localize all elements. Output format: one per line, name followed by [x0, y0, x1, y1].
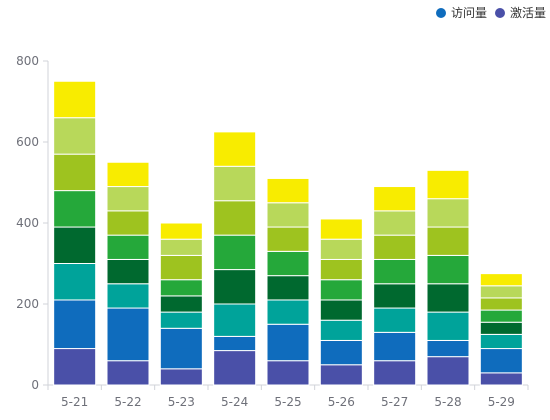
bar-segment[interactable] — [159, 254, 203, 281]
x-tick-label: 5-24 — [221, 395, 248, 409]
bar-segment[interactable] — [426, 254, 470, 285]
bar-segment[interactable] — [53, 226, 97, 265]
bar-segment[interactable] — [106, 258, 150, 285]
y-tick-label: 400 — [16, 216, 39, 230]
bar-segment[interactable] — [373, 234, 417, 260]
legend-item-activations[interactable]: 激活量 — [494, 4, 546, 21]
x-tick-label: 5-27 — [381, 395, 408, 409]
y-tick-label: 800 — [16, 54, 39, 68]
bar-segment[interactable] — [106, 186, 150, 212]
bar-segment[interactable] — [479, 372, 523, 386]
x-tick-label: 5-23 — [168, 395, 195, 409]
bar-segment[interactable] — [479, 321, 523, 335]
bar-segment[interactable] — [373, 258, 417, 285]
bar-segment[interactable] — [106, 210, 150, 236]
bar-segment[interactable] — [53, 190, 97, 228]
bar-segment[interactable] — [53, 117, 97, 155]
bar-segment[interactable] — [106, 161, 150, 188]
bar-segment[interactable] — [159, 311, 203, 329]
bar-segment[interactable] — [266, 275, 310, 301]
legend-label-visits: 访问量 — [450, 6, 487, 20]
bar-segment[interactable] — [53, 80, 97, 119]
bar-segment[interactable] — [213, 269, 257, 305]
bar-segment[interactable] — [319, 258, 363, 281]
bar-segment[interactable] — [213, 303, 257, 337]
bar-segment[interactable] — [213, 200, 257, 236]
x-tick-label: 5-21 — [61, 395, 88, 409]
bar-segment[interactable] — [373, 210, 417, 236]
bar-segment[interactable] — [213, 335, 257, 352]
bar-segment[interactable] — [159, 222, 203, 240]
legend-dot-icon — [494, 7, 505, 18]
bar-segment[interactable] — [426, 283, 470, 313]
bar-segment[interactable] — [106, 360, 150, 386]
bar-segment[interactable] — [266, 323, 310, 362]
bar-segment[interactable] — [159, 368, 203, 386]
bar-segment[interactable] — [479, 285, 523, 299]
bar-segment[interactable] — [479, 273, 523, 287]
x-tick-label: 5-29 — [488, 395, 515, 409]
bar-segment[interactable] — [319, 319, 363, 341]
bar-segment[interactable] — [426, 339, 470, 358]
x-tick-label: 5-25 — [274, 395, 301, 409]
bar-segment[interactable] — [319, 238, 363, 260]
legend-item-visits[interactable]: 访问量 — [435, 4, 487, 21]
bar-segment[interactable] — [53, 263, 97, 301]
y-tick-label: 600 — [16, 135, 39, 149]
bar-segment[interactable] — [426, 198, 470, 228]
y-tick-label: 0 — [31, 378, 39, 392]
bar-segment[interactable] — [266, 177, 310, 204]
bar-segment[interactable] — [213, 350, 257, 386]
bar-segment[interactable] — [159, 295, 203, 313]
bar-segment[interactable] — [159, 279, 203, 297]
bar-segment[interactable] — [479, 333, 523, 350]
x-tick-label: 5-28 — [434, 395, 461, 409]
bar-segment[interactable] — [373, 186, 417, 212]
bar-segment[interactable] — [373, 331, 417, 362]
bar-segment[interactable] — [266, 360, 310, 386]
legend-dot-icon — [435, 7, 446, 18]
bar-segment[interactable] — [373, 283, 417, 309]
bar-segment[interactable] — [213, 165, 257, 202]
bar-segment[interactable] — [319, 299, 363, 321]
chart-legend: 访问量 激活量 — [428, 4, 546, 21]
bar-segment[interactable] — [479, 309, 523, 323]
bar-segment[interactable] — [106, 283, 150, 309]
bar-segment[interactable] — [373, 360, 417, 386]
legend-label-activations: 激活量 — [509, 6, 546, 20]
bar-segment[interactable] — [319, 364, 363, 386]
bar-segment[interactable] — [426, 356, 470, 386]
bar-segment[interactable] — [266, 202, 310, 228]
bar-segment[interactable] — [106, 307, 150, 362]
bar-segment[interactable] — [319, 279, 363, 301]
bar-segment[interactable] — [266, 226, 310, 252]
y-tick-label: 200 — [16, 297, 39, 311]
bar-segment[interactable] — [266, 299, 310, 325]
bar-segment[interactable] — [266, 250, 310, 277]
bar-segment[interactable] — [53, 348, 97, 386]
bar-segment[interactable] — [426, 226, 470, 256]
bar-segment[interactable] — [426, 311, 470, 341]
bar-segment[interactable] — [479, 297, 523, 311]
bar-segment[interactable] — [159, 238, 203, 256]
x-tick-label: 5-26 — [328, 395, 355, 409]
bar-segment[interactable] — [319, 339, 363, 366]
bar-segment[interactable] — [213, 234, 257, 271]
x-tick-label: 5-22 — [114, 395, 141, 409]
bar-segment[interactable] — [319, 218, 363, 240]
bar-segment[interactable] — [106, 234, 150, 260]
bar-segment[interactable] — [213, 131, 257, 167]
bar-segment[interactable] — [373, 307, 417, 333]
bar-segment[interactable] — [479, 348, 523, 374]
bar-segment[interactable] — [53, 299, 97, 350]
bar-segment[interactable] — [159, 327, 203, 370]
bar-segment[interactable] — [53, 153, 97, 192]
bar-segment[interactable] — [426, 169, 470, 200]
